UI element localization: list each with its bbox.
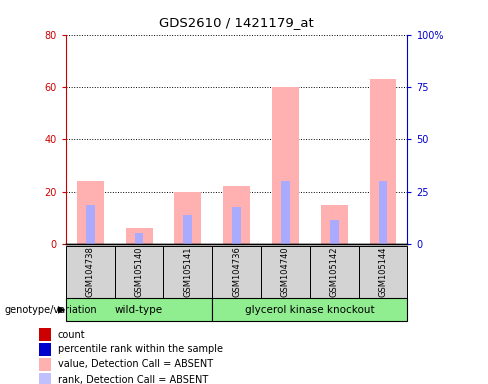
Text: wild-type: wild-type [115,305,163,314]
Text: genotype/variation: genotype/variation [5,305,98,315]
Bar [115,246,163,298]
Text: rank, Detection Call = ABSENT: rank, Detection Call = ABSENT [58,375,208,384]
Bar [126,228,152,244]
Bar [379,181,387,244]
Text: GSM104740: GSM104740 [281,247,290,297]
Bar [232,207,241,244]
Bar [212,298,407,321]
Text: GDS2610 / 1421179_at: GDS2610 / 1421179_at [159,17,314,30]
Bar [359,246,407,298]
Bar [224,186,250,244]
Bar [272,87,299,244]
Text: GSM105142: GSM105142 [330,247,339,297]
Text: percentile rank within the sample: percentile rank within the sample [58,344,223,354]
Text: GSM104738: GSM104738 [86,246,95,297]
Text: value, Detection Call = ABSENT: value, Detection Call = ABSENT [58,359,213,369]
Polygon shape [58,306,65,314]
Bar [39,358,51,371]
Bar [66,298,212,321]
Bar [183,215,192,244]
Bar [175,192,201,244]
Text: GSM105140: GSM105140 [135,247,143,297]
Bar [281,181,290,244]
Text: glycerol kinase knockout: glycerol kinase knockout [245,305,375,314]
Bar [39,373,51,384]
Bar [135,233,143,244]
Bar [330,220,339,244]
Bar [39,343,51,356]
Text: GSM104736: GSM104736 [232,246,241,297]
Bar [66,246,115,298]
Bar [369,79,396,244]
Bar [321,205,347,244]
Text: GSM105141: GSM105141 [183,247,192,297]
Bar [261,246,310,298]
Text: GSM105144: GSM105144 [379,247,387,297]
Text: count: count [58,329,85,339]
Bar [310,246,359,298]
Bar [86,205,95,244]
Bar [212,246,261,298]
Bar [39,328,51,341]
Bar [163,246,212,298]
Bar [77,181,104,244]
